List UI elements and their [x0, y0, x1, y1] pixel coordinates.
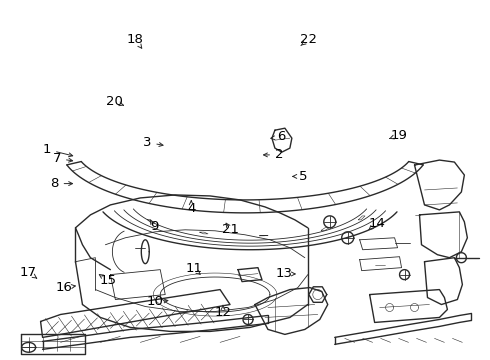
Text: 10: 10	[146, 296, 163, 309]
Text: 14: 14	[368, 216, 385, 230]
Text: 19: 19	[391, 129, 407, 142]
Text: 4: 4	[187, 202, 196, 215]
Text: 6: 6	[277, 130, 286, 144]
Text: 16: 16	[56, 281, 73, 294]
Text: 1: 1	[43, 143, 51, 156]
Text: 17: 17	[20, 266, 37, 279]
Text: 7: 7	[52, 152, 61, 165]
Text: 13: 13	[275, 267, 293, 280]
Text: 11: 11	[185, 262, 202, 275]
Text: 22: 22	[300, 33, 317, 46]
Text: 3: 3	[143, 136, 151, 149]
Text: 5: 5	[299, 170, 308, 183]
Text: 2: 2	[275, 148, 283, 161]
Text: 18: 18	[126, 33, 144, 46]
Text: 12: 12	[215, 306, 231, 319]
Text: 8: 8	[50, 177, 59, 190]
Text: 20: 20	[106, 95, 122, 108]
Text: 21: 21	[222, 223, 239, 236]
Text: 15: 15	[99, 274, 117, 287]
Text: 9: 9	[150, 220, 159, 233]
